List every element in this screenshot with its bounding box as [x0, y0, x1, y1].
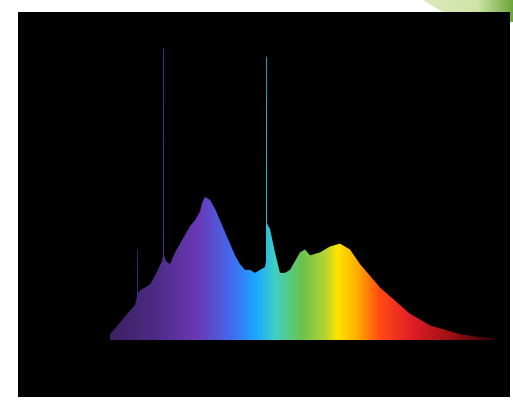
spectrum-area-layer — [110, 48, 495, 340]
spectrum-chart — [110, 48, 495, 340]
spectrum-area — [110, 48, 495, 340]
spectrum-chart-panel — [18, 12, 510, 397]
